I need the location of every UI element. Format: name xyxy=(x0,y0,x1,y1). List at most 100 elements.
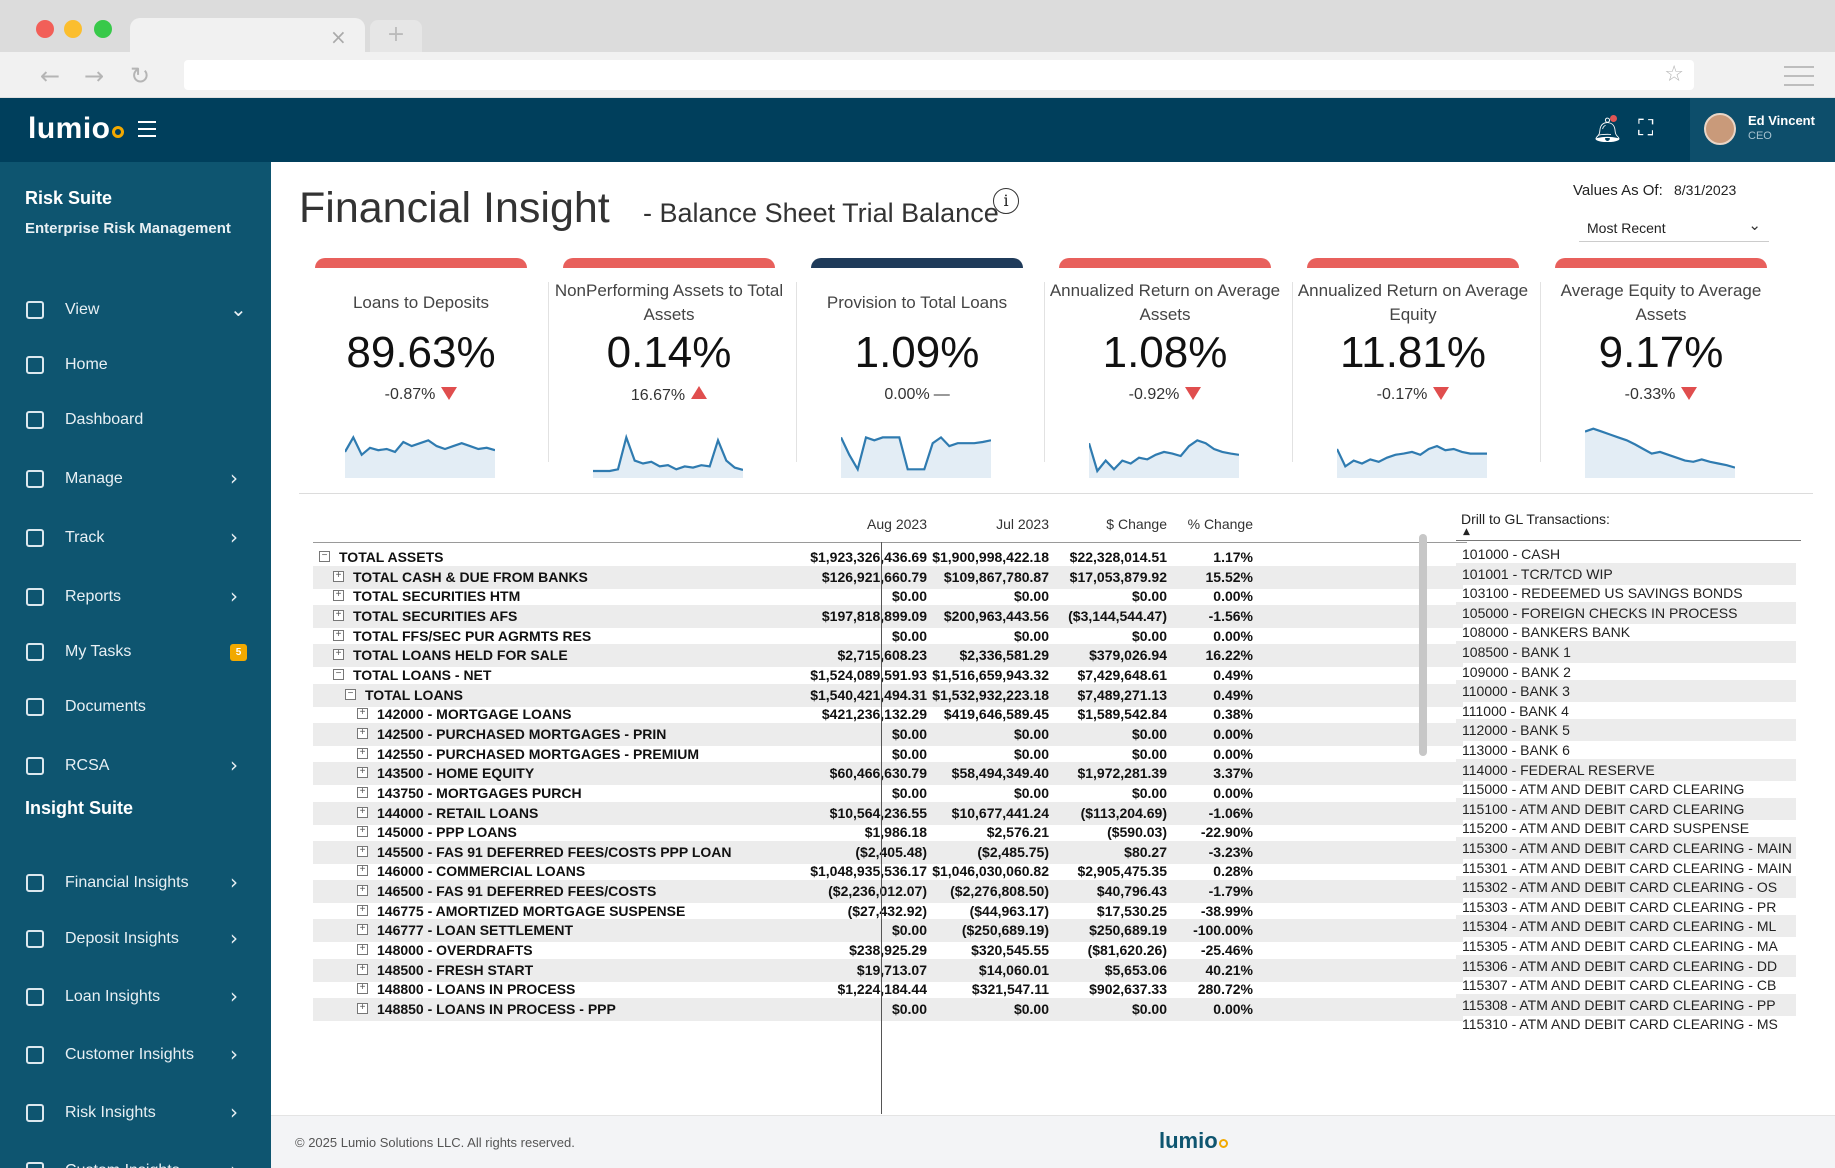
expand-icon[interactable]: + xyxy=(357,786,368,798)
expand-icon[interactable]: + xyxy=(333,590,344,602)
table-row[interactable]: + TOTAL CASH & DUE FROM BANKS $126,921,660… xyxy=(313,565,1463,589)
sidebar-item-financial-insights[interactable]: Financial Insights › xyxy=(0,864,271,904)
col-header-pct-change[interactable]: % Change xyxy=(1187,516,1253,532)
table-row[interactable]: +142500 - PURCHASED MORTGAGES - PRIN $0.0… xyxy=(313,722,1463,746)
drill-list-item[interactable]: 115301 - ATM AND DEBIT CARD CLEARING - M… xyxy=(1456,857,1796,879)
table-row[interactable]: +143500 - HOME EQUITY $60,466,630.79 $58,4… xyxy=(313,762,1463,786)
table-row[interactable]: +146777 - LOAN SETTLEMENT $0.00 ($250,689.… xyxy=(313,919,1463,943)
table-row[interactable]: +142000 - MORTGAGE LOANS $421,236,132.29 $… xyxy=(313,703,1463,726)
table-row[interactable]: + TOTAL SECURITIES HTM $0.00 $0.00 $0.00 0.00… xyxy=(313,585,1463,608)
expand-icon[interactable]: + xyxy=(357,806,368,818)
table-row[interactable]: +145000 - PPP LOANS $1,986.18 $2,576.21 ($5… xyxy=(313,821,1463,844)
period-select[interactable]: Most Recent ⌄ xyxy=(1579,212,1769,242)
kpi-card[interactable]: Provision to Total Loans 1.09% 0.00% — xyxy=(801,258,1023,483)
tab-close-icon[interactable]: × xyxy=(330,25,347,49)
sort-up-icon[interactable]: ▲ xyxy=(1463,527,1470,537)
expand-icon[interactable]: + xyxy=(357,845,368,857)
table-row[interactable]: +146000 - COMMERCIAL LOANS $1,048,935,536… xyxy=(313,860,1463,883)
maximize-window-button[interactable] xyxy=(94,20,112,38)
lumio-logo[interactable]: lumio xyxy=(28,112,124,146)
notification-bell-icon[interactable]: 🔔︎ xyxy=(1592,116,1623,144)
user-menu[interactable]: Ed Vincent CEO xyxy=(1690,98,1835,162)
expand-icon[interactable]: + xyxy=(357,904,368,916)
reload-icon[interactable]: ↻ xyxy=(130,62,151,90)
table-row[interactable]: − TOTAL ASSETS $1,923,326,436.69 $1,900,998… xyxy=(313,546,1463,569)
drill-list-item[interactable]: 115307 - ATM AND DEBIT CARD CLEARING - C… xyxy=(1456,974,1796,996)
expand-icon[interactable]: + xyxy=(357,747,368,759)
table-row[interactable]: + TOTAL LOANS HELD FOR SALE $2,715,608.23 $… xyxy=(313,644,1463,668)
drill-list-item[interactable]: 115200 - ATM AND DEBIT CARD SUSPENSE xyxy=(1456,817,1796,839)
drill-list-item[interactable]: 113000 - BANK 6 xyxy=(1456,739,1796,761)
drill-list-item[interactable]: 112000 - BANK 5 xyxy=(1456,719,1796,742)
expand-icon[interactable]: + xyxy=(333,609,344,621)
sidebar-item-reports[interactable]: Reports › xyxy=(0,578,271,618)
kpi-card[interactable]: Average Equity to Average Assets 9.17% -0.… xyxy=(1545,258,1767,483)
expand-icon[interactable]: + xyxy=(357,865,368,877)
kpi-card[interactable]: Loans to Deposits 89.63% -0.87% xyxy=(305,258,527,483)
table-row[interactable]: +148800 - LOANS IN PROCESS $1,224,184.44 $… xyxy=(313,978,1463,1001)
kpi-card[interactable]: NonPerforming Assets to Total Assets 0.14… xyxy=(553,258,783,483)
forward-arrow-icon[interactable]: → xyxy=(84,62,105,90)
hamburger-menu-icon[interactable] xyxy=(138,121,156,142)
drill-list-item[interactable]: 115100 - ATM AND DEBIT CARD CLEARING xyxy=(1456,797,1796,820)
table-row[interactable]: +142550 - PURCHASED MORTGAGES - PREMIUM $… xyxy=(313,743,1463,766)
expand-icon[interactable]: + xyxy=(357,963,368,975)
table-row[interactable]: +145500 - FAS 91 DEFERRED FEES/COSTS PPP… xyxy=(313,840,1463,864)
drill-list-item[interactable]: 115305 - ATM AND DEBIT CARD CLEARING - M… xyxy=(1456,935,1796,957)
sidebar-item-rcsa[interactable]: RCSA › xyxy=(0,747,271,787)
table-row[interactable]: − TOTAL LOANS - NET $1,524,089,591.93 $1,51… xyxy=(313,664,1463,687)
expand-icon[interactable]: + xyxy=(357,826,368,838)
sidebar-item-manage[interactable]: Manage › xyxy=(0,460,271,500)
browser-menu-icon[interactable] xyxy=(1784,66,1814,93)
drill-list-item[interactable]: 115303 - ATM AND DEBIT CARD CLEARING - P… xyxy=(1456,896,1796,918)
kpi-card[interactable]: Annualized Return on Average Equity 11.81… xyxy=(1297,258,1528,483)
sidebar-item-home[interactable]: Home xyxy=(0,346,271,386)
sidebar-item-my-tasks[interactable]: My Tasks 5 xyxy=(0,633,271,673)
drill-list-item[interactable]: 108000 - BANKERS BANK xyxy=(1456,621,1796,643)
table-row[interactable]: +144000 - RETAIL LOANS $10,564,236.55 $10,… xyxy=(313,801,1463,825)
drill-list-item[interactable]: 109000 - BANK 2 xyxy=(1456,661,1796,683)
expand-icon[interactable]: + xyxy=(333,629,344,641)
sidebar-item-dashboard[interactable]: Dashboard xyxy=(0,401,271,441)
close-window-button[interactable] xyxy=(36,20,54,38)
drill-list-item[interactable]: 111000 - BANK 4 xyxy=(1456,700,1796,722)
sidebar-item-custom-insights[interactable]: Custom Insights › xyxy=(0,1152,271,1168)
table-row[interactable]: +148000 - OVERDRAFTS $238,925.29 $320,545.… xyxy=(313,939,1463,962)
sidebar-item-track[interactable]: Track › xyxy=(0,519,271,559)
expand-icon[interactable]: + xyxy=(357,924,368,936)
table-row[interactable]: +146500 - FAS 91 DEFERRED FEES/COSTS ($2,… xyxy=(313,880,1463,903)
new-tab-button[interactable]: + xyxy=(370,20,422,52)
collapse-icon[interactable]: − xyxy=(319,551,330,562)
sidebar-item-customer-insights[interactable]: Customer Insights › xyxy=(0,1036,271,1076)
info-icon[interactable]: i xyxy=(993,188,1019,214)
back-arrow-icon[interactable]: ← xyxy=(40,62,61,90)
table-row[interactable]: +148850 - LOANS IN PROCESS - PPP $0.00 $0.… xyxy=(313,998,1463,1021)
sidebar-item-documents[interactable]: Documents xyxy=(0,688,271,728)
expand-icon[interactable]: + xyxy=(333,570,344,582)
minimize-window-button[interactable] xyxy=(64,20,82,38)
browser-tab[interactable]: × xyxy=(130,18,365,52)
collapse-icon[interactable]: − xyxy=(333,668,344,680)
kpi-card[interactable]: Annualized Return on Average Assets 1.08%… xyxy=(1049,258,1280,483)
sidebar-item-risk-insights[interactable]: Risk Insights › xyxy=(0,1094,271,1134)
drill-list-item[interactable]: 114000 - FEDERAL RESERVE xyxy=(1456,758,1796,781)
drill-list-item[interactable]: 110000 - BANK 3 xyxy=(1456,680,1796,703)
drill-list-item[interactable]: 103100 - REDEEMED US SAVINGS BONDS xyxy=(1456,582,1796,604)
col-header-dollar-change[interactable]: $ Change xyxy=(1106,516,1167,532)
drill-list-item[interactable]: 115304 - ATM AND DEBIT CARD CLEARING - M… xyxy=(1456,915,1796,938)
sidebar-item-loan-insights[interactable]: Loan Insights › xyxy=(0,978,271,1018)
expand-icon[interactable]: + xyxy=(357,944,368,955)
drill-list-item[interactable]: 115000 - ATM AND DEBIT CARD CLEARING xyxy=(1456,778,1796,800)
col-header-aug[interactable]: Aug 2023 xyxy=(867,516,927,532)
table-row[interactable]: +148500 - FRESH START $19,713.07 $14,060.0… xyxy=(313,958,1463,982)
drill-list-item[interactable]: 115310 - ATM AND DEBIT CARD CLEARING - M… xyxy=(1456,1013,1796,1035)
drill-list-item[interactable]: 101001 - TCR/TCD WIP xyxy=(1456,562,1796,585)
table-row[interactable]: + TOTAL SECURITIES AFS $197,818,899.09 $200… xyxy=(313,604,1463,628)
expand-icon[interactable]: + xyxy=(357,885,368,896)
table-row[interactable]: − TOTAL LOANS $1,540,421,494.31 $1,532,932,… xyxy=(313,683,1463,707)
drill-list-item[interactable]: 115306 - ATM AND DEBIT CARD CLEARING - D… xyxy=(1456,954,1796,977)
drill-list-item[interactable]: 115302 - ATM AND DEBIT CARD CLEARING - O… xyxy=(1456,876,1796,899)
expand-icon[interactable]: + xyxy=(357,727,368,739)
table-row[interactable]: +143750 - MORTGAGES PURCH $0.00 $0.00 $0.00… xyxy=(313,782,1463,805)
drill-list-item[interactable]: 115308 - ATM AND DEBIT CARD CLEARING - P… xyxy=(1456,993,1796,1016)
